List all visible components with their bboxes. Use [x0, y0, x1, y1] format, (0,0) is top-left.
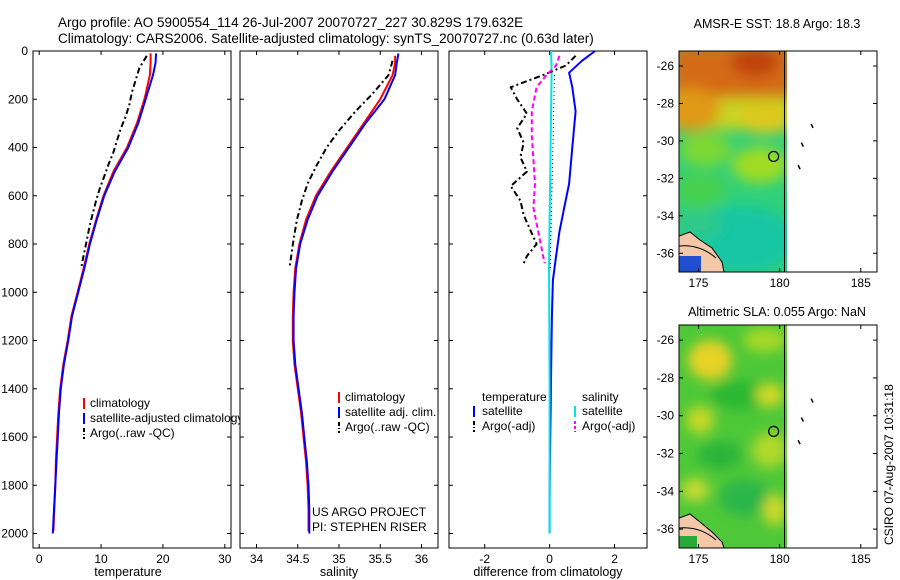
y-tick-label: 1000: [1, 285, 28, 299]
legend-label-temp-argo: Argo(-adj): [482, 419, 535, 433]
map-y-tick-label: -26: [657, 59, 675, 73]
island-mark: [810, 123, 814, 129]
sst-map-title: AMSR-E SST: 18.8 Argo: 18.3: [694, 17, 861, 31]
legend-label-sal-satellite: satellite: [582, 404, 623, 418]
x-tick-label: 0: [36, 552, 43, 566]
legend-heading-temperature: temperature: [482, 390, 547, 404]
salinity-panel: 34 34.5 35 35.5 36 salinity climatology sate…: [239, 50, 439, 579]
project-line-2: PI: STEPHEN RISER: [312, 520, 427, 534]
salinity-axes-frame: [239, 50, 439, 549]
legend-label-climatology: climatology: [90, 396, 150, 410]
map-y-tick-label: -28: [657, 96, 675, 110]
map-y-tick-label: -32: [657, 447, 675, 461]
y-tick-label: 1600: [1, 430, 28, 444]
title-line-2: Climatology: CARS2006. Satellite-adjuste…: [58, 31, 594, 46]
legend-label-argo: Argo(..raw -QC): [90, 426, 175, 440]
sla-map-frame: [678, 324, 878, 549]
map-x-tick-label: 175: [688, 552, 708, 566]
y-tick-label: 800: [8, 237, 28, 251]
map-x-tick-label: 180: [770, 552, 790, 566]
x-tick-label: 20: [156, 552, 170, 566]
map-y-tick-label: -36: [657, 522, 675, 536]
series-line-salinity-satellite: [548, 50, 553, 534]
x-tick-label: -2: [479, 552, 490, 566]
legend-label-sal-argo: Argo(-adj): [582, 419, 635, 433]
x-tick-label: 30: [218, 552, 232, 566]
x-tick-label: 10: [94, 552, 108, 566]
series-line-satellite-adjusted-climatology: [51, 53, 158, 534]
series-line-zero-reference: [549, 75, 555, 269]
x-tick-label: 35.5: [369, 552, 393, 566]
legend-label-satellite: satellite-adjusted climatology: [90, 411, 243, 425]
map-x-tick-label: 175: [688, 276, 708, 290]
salinity-legend: climatology satellite adj. clim. Argo(..…: [338, 390, 436, 434]
series-line-satellite-adj-clim-: [292, 53, 400, 534]
temperature-axes-frame: [32, 50, 232, 549]
sst-map-frame: [678, 50, 878, 273]
map-y-tick-label: -30: [657, 134, 675, 148]
series-line-argo-raw-qc-: [80, 55, 148, 269]
project-line-1: US ARGO PROJECT: [312, 505, 427, 519]
temperature-panel: 0 10 20 30 0 200 400 600 800 1000 1200 1400 1600 1800…: [1, 44, 243, 579]
map-y-tick-label: -30: [657, 409, 675, 423]
map-y-tick-label: -32: [657, 171, 675, 185]
island-mark: [810, 398, 814, 403]
sla-field: [679, 325, 787, 548]
map-y-tick-label: -36: [657, 246, 675, 260]
x-tick-label: 2: [611, 552, 618, 566]
difference-legend: temperature salinity satellite Argo(-adj…: [473, 390, 635, 433]
x-tick-label: 0: [546, 552, 553, 566]
y-tick-label: 600: [8, 189, 28, 203]
y-tick-label: 1800: [1, 478, 28, 492]
island-mark: [797, 164, 801, 170]
y-tick-label: 200: [8, 92, 28, 106]
difference-xlabel: difference from climatology: [473, 565, 623, 579]
difference-axes-frame: [448, 50, 648, 549]
map-x-tick-label: 180: [770, 276, 790, 290]
title-line-1: Argo profile: AO 5900554_114 26-Jul-2007…: [58, 15, 523, 30]
y-tick-label: 400: [8, 141, 28, 155]
y-tick-label: 1400: [1, 382, 28, 396]
series-line-salinity-argo-adj-: [530, 55, 561, 264]
island-mark: [800, 142, 805, 147]
timestamp-stamp: CSIRO 07-Aug-2007 10:31:18: [882, 384, 896, 545]
map-x-tick-label: 185: [851, 276, 871, 290]
x-tick-label: 34.5: [286, 552, 310, 566]
series-line-temperature-argo-adj-: [509, 55, 577, 264]
y-tick-label: 2000: [1, 527, 28, 541]
legend-label-climatology: climatology: [345, 390, 405, 404]
x-tick-label: 35: [332, 552, 346, 566]
map-y-tick-label: -34: [657, 484, 675, 498]
map-y-tick-label: -34: [657, 209, 675, 223]
sla-map-title: Altimetric SLA: 0.055 Argo: NaN: [688, 305, 866, 319]
legend-label-satellite: satellite adj. clim.: [345, 405, 436, 419]
sst-field: [679, 51, 787, 272]
map-x-tick-label: 185: [851, 552, 871, 566]
x-tick-label: 36: [415, 552, 429, 566]
legend-heading-salinity: salinity: [582, 390, 619, 404]
y-tick-label: 1200: [1, 334, 28, 348]
x-tick-label: 34: [250, 552, 264, 566]
legend-label-temp-satellite: satellite: [482, 404, 523, 418]
temperature-xlabel: temperature: [94, 565, 161, 579]
argo-position-marker: [768, 425, 780, 437]
argo-position-marker: [768, 150, 780, 163]
legend-label-argo: Argo(..raw -QC): [345, 420, 430, 434]
temperature-legend: climatology satellite-adjusted climatolo…: [83, 396, 243, 440]
island-mark: [797, 439, 801, 445]
map-y-tick-label: -26: [657, 333, 675, 347]
sla-map: Altimetric SLA: 0.055 Argo: NaN 175 180 18…: [657, 305, 878, 566]
salinity-xlabel: salinity: [320, 565, 359, 579]
difference-panel: -2 0 2 difference from climatology tempera…: [448, 50, 648, 579]
y-tick-label: 0: [21, 44, 28, 58]
sst-map: AMSR-E SST: 18.8 Argo: 18.3 175 180 185 -26…: [657, 17, 878, 290]
island-mark: [800, 417, 805, 422]
map-y-tick-label: -28: [657, 371, 675, 385]
